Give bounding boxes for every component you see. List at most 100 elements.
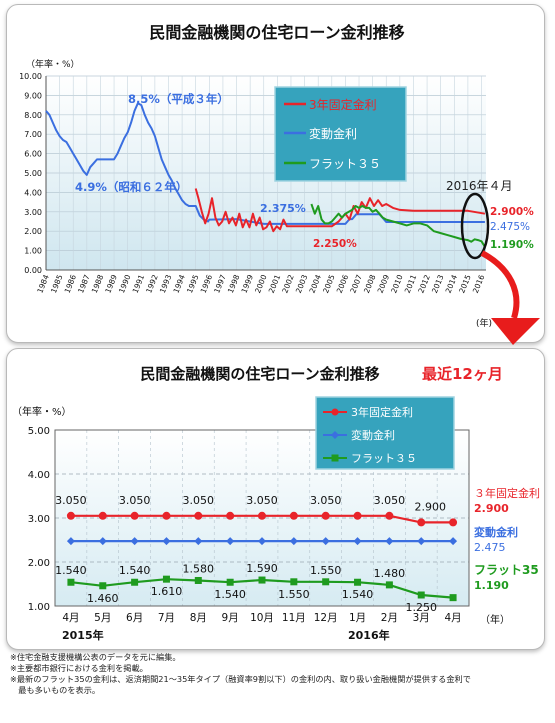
bottom-point-variable [289,537,298,546]
bottom-point-flat35 [354,578,362,586]
bottom-x-tick-label: 4月 [444,612,461,624]
bottom-point-variable [226,537,235,546]
bottom-point-variable [130,537,139,546]
footnotes: ※住宅金融支援機構公表のデータを元に編集。 ※主要都市銀行における金利を掲載。 … [10,652,550,696]
bottom-chart-title-highlight: 最近12ヶ月 [422,365,503,383]
bottom-point-flat35 [322,578,330,586]
bottom-y-tick-label: 1.00 [28,602,50,613]
bottom-x-tick-label: 12月 [314,612,338,624]
end-label-fixed-title: ３年固定金利 [474,486,540,500]
bottom-point-fixed [162,511,171,520]
bottom-plot-frame [54,429,470,607]
top-y-tick-label: 6.00 [24,150,42,159]
bottom-x-tick-label: 1月 [349,612,366,624]
bottom-point-variable [194,537,203,546]
top-legend-flat35-label: フラット３５ [309,157,381,171]
annotation-april-2016: 2016年４月 [446,179,513,193]
bottom-point-flat35 [258,576,266,584]
bottom-y-axis-label: （年率・%） [12,405,72,418]
flat35-data-label: 1.590 [246,562,278,575]
annotation-flat35-latest: 1.190% [490,239,534,251]
bottom-point-fixed [130,511,139,520]
year-label-2015: 2015年 [62,628,104,642]
bottom-point-fixed [289,511,298,520]
top-legend-variable-label: 変動金利 [309,126,357,141]
top-y-axis-label: （年率・%） [26,58,80,70]
fixed-data-label: 3.050 [55,494,87,507]
top-x-unit: (年) [476,317,492,329]
top-series-line [194,188,486,233]
end-label-variable-value: 2.475 [474,541,506,554]
bottom-point-flat35 [290,578,298,586]
legend-marker-fixed [331,408,339,416]
annotation-fixed-2250: 2.250% [313,238,357,250]
bottom-point-variable [162,537,171,546]
top-series-line [310,203,486,248]
fixed-data-label: 2.900 [414,500,446,513]
annotation-variable-2375: 2.375% [260,202,306,215]
flat35-data-label: 1.540 [214,588,246,601]
top-y-tick-label: 0.00 [24,266,42,275]
footnote: 最も多いものを表示。 [10,685,101,695]
flat35-data-label: 1.460 [87,592,119,605]
bottom-point-flat35 [226,578,234,586]
bottom-x-tick-label: 9月 [222,612,239,624]
bottom-point-variable [353,537,362,546]
bottom-point-fixed [321,511,330,520]
bottom-point-variable [417,537,426,546]
fixed-data-label: 3.050 [246,494,278,507]
top-legend: 3年固定金利 変動金利 フラット３５ [274,86,407,182]
bottom-point-flat35 [385,581,393,589]
bottom-point-fixed [226,511,235,520]
top-y-tick-label: 8.00 [24,111,42,120]
annotation-variable-latest: 2.475% [490,221,530,233]
fixed-data-label: 3.050 [374,494,406,507]
bottom-point-variable [321,537,330,546]
top-y-tick-label: 5.00 [24,169,42,178]
bottom-point-flat35 [131,578,139,586]
fixed-data-label: 3.050 [310,494,342,507]
bottom-x-tick-label: 4月 [62,612,79,624]
fixed-data-label: 3.050 [119,494,151,507]
bottom-legend-flat35-label: フラット３５ [351,452,417,465]
bottom-x-tick-label: 5月 [94,612,111,624]
bottom-point-fixed [353,511,362,520]
bottom-x-tick-label: 6月 [126,612,143,624]
bottom-x-tick-label: 11月 [282,612,306,624]
top-x-tick-label: 2016 [471,273,487,294]
bottom-x-tick-label: 2月 [381,612,398,624]
bottom-point-flat35 [99,582,107,590]
bottom-point-fixed [66,511,75,520]
end-label-flat35-title: フラット35 [474,563,539,577]
flat35-data-label: 1.540 [119,564,151,577]
bottom-point-fixed [417,518,426,527]
year-label-2016: 2016年 [348,628,390,642]
top-y-tick-label: 9.00 [24,91,42,100]
bottom-point-variable [98,537,107,546]
top-plot-area: 0.00 1.00 2.00 3.00 4.00 5.00 6.00 7.00 8.00 9.00… [19,72,486,294]
bottom-x-tick-label: 7月 [158,612,175,624]
flat35-data-label: 1.540 [55,564,87,577]
bottom-point-fixed [194,511,203,520]
legend-marker-variable [331,431,339,439]
bottom-y-tick-label: 5.00 [28,426,50,437]
bottom-point-flat35 [67,578,75,586]
bottom-chart-title: 民間金融機関の住宅ローン金利推移 [140,365,379,383]
end-label-fixed-value: 2.900 [474,502,509,515]
bottom-x-unit: （年） [480,613,510,626]
bottom-x-tick-label: 8月 [190,612,207,624]
bottom-point-flat35 [162,575,170,583]
flat35-data-label: 1.480 [374,567,406,580]
footnote: ※最新のフラット35の金利は、返済期間21～35年タイプ（融資率9割以下）の金利… [10,674,471,684]
bottom-point-fixed [449,518,458,527]
top-y-tick-label: 7.00 [24,130,42,139]
bottom-point-flat35 [194,576,202,584]
bottom-point-variable [449,537,458,546]
bottom-point-flat35 [449,594,457,602]
bottom-y-tick-label: 2.00 [28,558,50,569]
bottom-legend-fixed-label: 3年固定金利 [351,405,413,419]
bottom-point-fixed [385,511,394,520]
top-y-tick-label: 3.00 [24,208,42,217]
highlight-ellipse [460,192,490,260]
annotation-low-1987: 4.9%（昭和６２年） [75,180,187,194]
